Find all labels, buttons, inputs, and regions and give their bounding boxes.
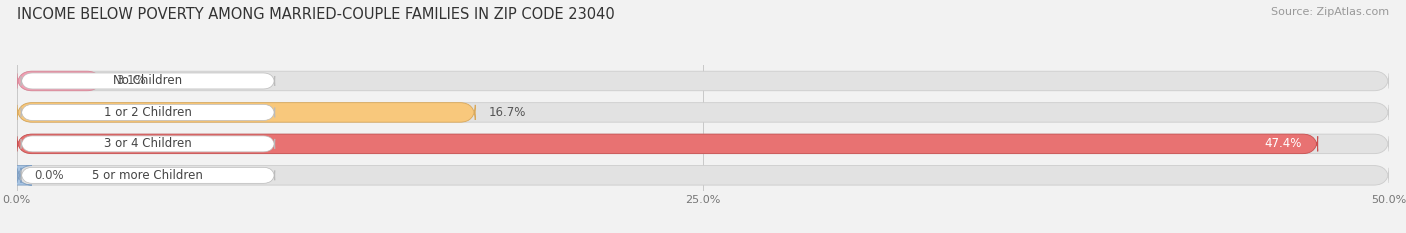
Text: INCOME BELOW POVERTY AMONG MARRIED-COUPLE FAMILIES IN ZIP CODE 23040: INCOME BELOW POVERTY AMONG MARRIED-COUPL… [17, 7, 614, 22]
FancyBboxPatch shape [17, 71, 1389, 91]
Text: 47.4%: 47.4% [1264, 137, 1302, 150]
FancyBboxPatch shape [17, 134, 1389, 154]
FancyBboxPatch shape [21, 73, 274, 89]
Text: Source: ZipAtlas.com: Source: ZipAtlas.com [1271, 7, 1389, 17]
FancyBboxPatch shape [21, 136, 274, 152]
FancyBboxPatch shape [17, 71, 103, 91]
Text: 1 or 2 Children: 1 or 2 Children [104, 106, 191, 119]
FancyBboxPatch shape [21, 104, 274, 120]
Text: 16.7%: 16.7% [489, 106, 526, 119]
FancyBboxPatch shape [6, 166, 32, 185]
FancyBboxPatch shape [17, 166, 1389, 185]
Text: 5 or more Children: 5 or more Children [93, 169, 204, 182]
Text: 3 or 4 Children: 3 or 4 Children [104, 137, 191, 150]
FancyBboxPatch shape [17, 134, 1317, 154]
FancyBboxPatch shape [17, 103, 475, 122]
FancyBboxPatch shape [17, 103, 1389, 122]
FancyBboxPatch shape [21, 167, 274, 183]
Text: 0.0%: 0.0% [35, 169, 65, 182]
Text: No Children: No Children [114, 75, 183, 87]
Text: 3.1%: 3.1% [115, 75, 145, 87]
